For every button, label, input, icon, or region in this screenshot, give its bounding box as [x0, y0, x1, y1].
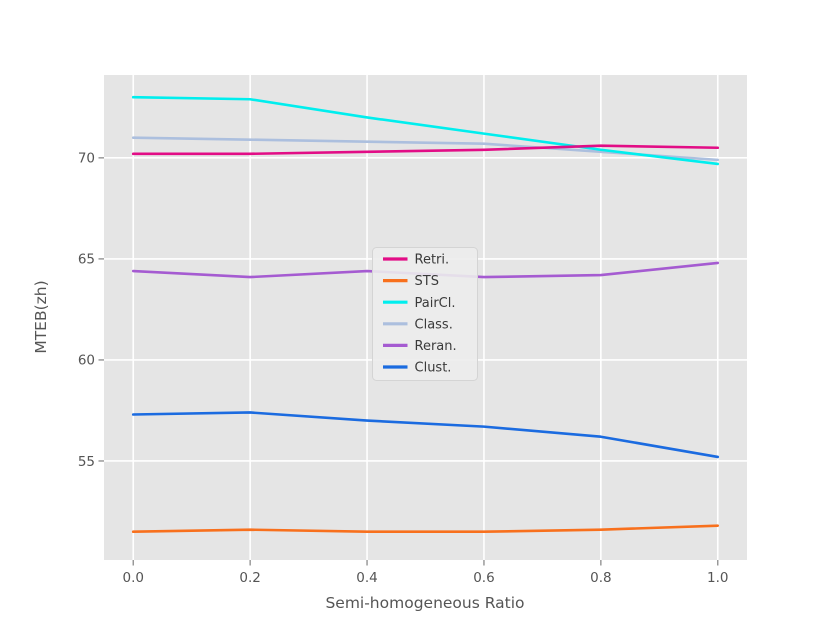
- legend: Retri. STS PairCl. Class. Reran. Clust.: [372, 247, 478, 381]
- x-tick-label: 0.0: [122, 570, 143, 586]
- y-axis-label: MTEB(zh): [32, 280, 50, 353]
- x-tick-label: 0.4: [356, 570, 377, 586]
- legend-label: PairCl.: [415, 296, 456, 311]
- x-tick-label: 0.6: [473, 570, 494, 586]
- x-tick-label: 0.8: [590, 570, 611, 586]
- x-tick-labels: 0.0 0.2 0.4 0.6 0.8 1.0: [122, 570, 728, 586]
- legend-label: STS: [415, 274, 439, 289]
- y-tick-label: 70: [78, 151, 95, 167]
- x-tick-label: 1.0: [707, 570, 728, 586]
- legend-label: Class.: [415, 317, 453, 332]
- y-tick-label: 60: [78, 353, 95, 369]
- line-sts: [131, 524, 720, 534]
- legend-label: Retri.: [415, 253, 450, 268]
- legend-label: Clust.: [415, 361, 452, 376]
- y-tick-label: 65: [78, 252, 95, 268]
- legend-label: Reran.: [415, 339, 457, 354]
- gridlines: [104, 75, 747, 560]
- y-tick-label: 55: [78, 454, 95, 470]
- line-paircl: [131, 95, 720, 166]
- y-tick-labels: 55 60 65 70: [78, 151, 95, 470]
- line-retri: [131, 144, 720, 156]
- tick-marks: [98, 157, 719, 566]
- line-clust: [131, 411, 720, 459]
- x-tick-label: 0.2: [239, 570, 260, 586]
- x-axis-label: Semi-homogeneous Ratio: [325, 594, 524, 612]
